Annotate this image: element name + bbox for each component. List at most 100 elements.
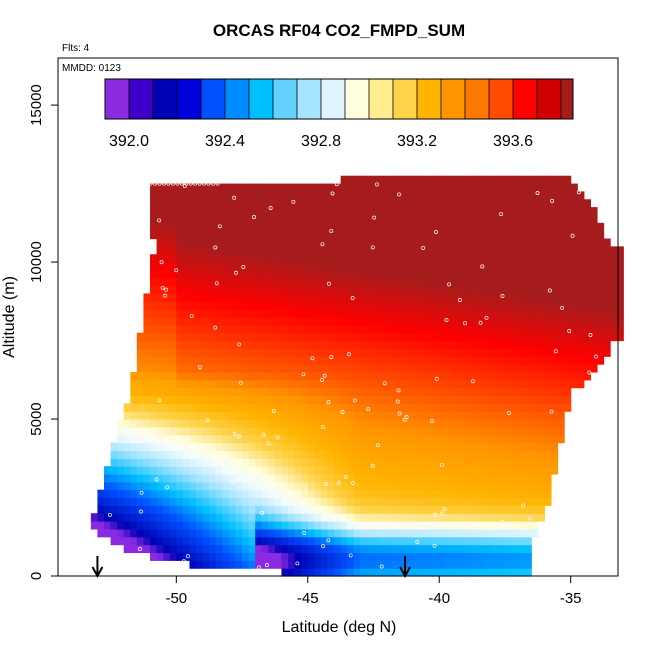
heatmap-cell xyxy=(340,419,348,428)
heatmap-cell xyxy=(537,513,545,522)
heatmap-cell xyxy=(169,505,177,514)
sample-point xyxy=(326,400,331,405)
heatmap-cell xyxy=(353,552,361,561)
heatmap-cell xyxy=(373,521,381,530)
sample-point xyxy=(295,561,300,566)
heatmap-cell xyxy=(458,403,467,412)
heatmap-cell xyxy=(320,214,329,224)
heatmap-cell xyxy=(610,246,618,255)
heatmap-cell xyxy=(360,379,368,389)
heatmap-cell xyxy=(156,481,164,491)
heatmap-cell xyxy=(386,426,394,436)
heatmap-cell xyxy=(215,207,223,216)
heatmap-cell xyxy=(452,513,460,522)
heatmap-cell xyxy=(380,426,388,436)
heatmap-cell xyxy=(314,254,322,263)
heatmap-cell xyxy=(445,254,453,263)
heatmap-cell xyxy=(268,426,276,436)
heatmap-cell xyxy=(511,199,519,208)
heatmap-cell xyxy=(564,254,572,263)
heatmap-cell xyxy=(340,481,348,491)
heatmap-cell xyxy=(353,183,361,193)
heatmap-cell xyxy=(445,552,453,561)
heatmap-cell xyxy=(347,568,355,577)
heatmap-cell xyxy=(452,521,460,530)
heatmap-cell xyxy=(176,497,184,506)
heatmap-cell xyxy=(222,340,230,349)
heatmap-cell xyxy=(156,434,164,444)
heatmap-cell xyxy=(590,309,598,318)
heatmap-cell xyxy=(288,442,296,452)
heatmap-cell xyxy=(169,552,177,561)
heatmap-cell xyxy=(596,262,605,271)
heatmap-cell xyxy=(117,497,125,506)
heatmap-cell xyxy=(202,521,210,530)
heatmap-cell xyxy=(150,411,158,420)
heatmap-cell xyxy=(458,222,467,232)
heatmap-cell xyxy=(445,238,453,247)
heatmap-cell xyxy=(182,293,191,302)
heatmap-cell xyxy=(524,356,532,365)
heatmap-cell xyxy=(261,497,269,506)
heatmap-cell xyxy=(458,505,467,514)
heatmap-cell xyxy=(176,505,184,514)
heatmap-cell xyxy=(163,285,171,295)
heatmap-cell xyxy=(596,309,605,318)
heatmap-cell xyxy=(577,293,585,302)
heatmap-cell xyxy=(123,434,131,444)
heatmap-cell xyxy=(334,481,342,491)
heatmap-cell xyxy=(439,552,447,561)
heatmap-cell xyxy=(202,262,210,271)
heatmap-cell xyxy=(439,536,447,546)
heatmap-cell xyxy=(485,269,493,279)
heatmap-cell xyxy=(373,356,381,365)
heatmap-cell xyxy=(412,497,421,506)
heatmap-cell xyxy=(189,222,197,232)
heatmap-cell xyxy=(399,473,407,483)
heatmap-cell xyxy=(156,426,164,436)
heatmap-cell xyxy=(320,340,329,349)
heatmap-cell xyxy=(465,183,473,193)
heatmap-cell xyxy=(268,419,276,428)
heatmap-cell xyxy=(518,222,526,232)
heatmap-cell xyxy=(104,473,112,483)
heatmap-cell xyxy=(347,387,355,397)
heatmap-cell xyxy=(524,560,532,569)
heatmap-cell xyxy=(491,183,499,193)
heatmap-cell xyxy=(511,285,519,295)
heatmap-cell xyxy=(274,332,283,342)
heatmap-cell xyxy=(412,489,421,499)
heatmap-cell xyxy=(314,309,322,318)
heatmap-cell xyxy=(215,371,223,381)
heatmap-cell xyxy=(261,434,269,444)
heatmap-cell xyxy=(301,199,309,208)
heatmap-cell xyxy=(472,254,480,263)
heatmap-cell xyxy=(189,489,197,499)
sample-point xyxy=(330,191,335,196)
heatmap-cell xyxy=(478,230,486,240)
heatmap-cell xyxy=(196,497,204,506)
heatmap-cell xyxy=(439,395,447,404)
heatmap-cell xyxy=(399,317,407,326)
heatmap-cell xyxy=(314,411,322,420)
sample-point xyxy=(213,456,218,461)
heatmap-cell xyxy=(189,348,197,357)
heatmap-cell xyxy=(123,403,131,412)
heatmap-cell xyxy=(281,246,289,255)
heatmap-cell xyxy=(117,481,125,491)
heatmap-cell xyxy=(406,536,414,546)
heatmap-cell xyxy=(360,403,368,412)
heatmap-cell xyxy=(268,544,276,554)
heatmap-cell xyxy=(577,222,585,232)
heatmap-cell xyxy=(274,411,283,420)
heatmap-cell xyxy=(320,426,329,436)
heatmap-cell xyxy=(524,466,532,475)
heatmap-cell xyxy=(419,411,427,420)
heatmap-cell xyxy=(524,536,532,546)
heatmap-cell xyxy=(202,277,210,287)
sample-point xyxy=(179,181,184,186)
heatmap-cell xyxy=(386,254,394,263)
heatmap-cell xyxy=(511,497,519,506)
heatmap-cell xyxy=(432,175,440,185)
heatmap-cell xyxy=(209,395,217,404)
